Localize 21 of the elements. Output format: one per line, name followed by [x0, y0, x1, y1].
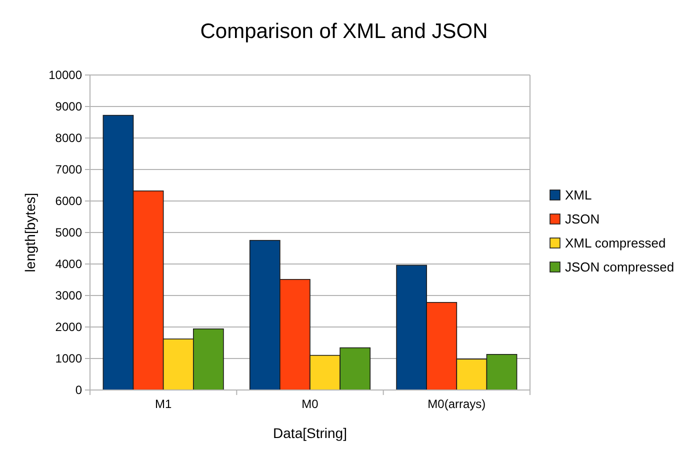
y-tick-label: 6000 [55, 194, 82, 208]
x-axis-title: Data[String] [273, 425, 347, 441]
x-tick-label: M0(arrays) [428, 397, 486, 411]
x-tick-label: M1 [154, 397, 172, 411]
y-tick-label: 3000 [55, 288, 82, 303]
y-tick-label: 4000 [55, 257, 82, 272]
legend-label: JSON [565, 212, 600, 227]
y-tick-label: 5000 [55, 226, 82, 240]
y-tick-label: 9000 [55, 100, 82, 114]
y-axis-title: length[bytes] [22, 192, 38, 272]
legend-label: XML compressed [565, 236, 666, 251]
x-tick-label: M0 [302, 397, 319, 411]
legend-label: XML [565, 188, 592, 203]
y-tick-label: 7000 [55, 162, 82, 177]
legend-label: JSON compressed [565, 260, 674, 275]
y-tick-label: 1000 [55, 352, 82, 366]
y-tick-label: 2000 [55, 320, 82, 334]
y-tick-label: 0 [75, 383, 82, 398]
chart-title: Comparison of XML and JSON [200, 20, 488, 43]
y-tick-label: 10000 [48, 68, 82, 82]
y-tick-label: 8000 [55, 131, 82, 146]
